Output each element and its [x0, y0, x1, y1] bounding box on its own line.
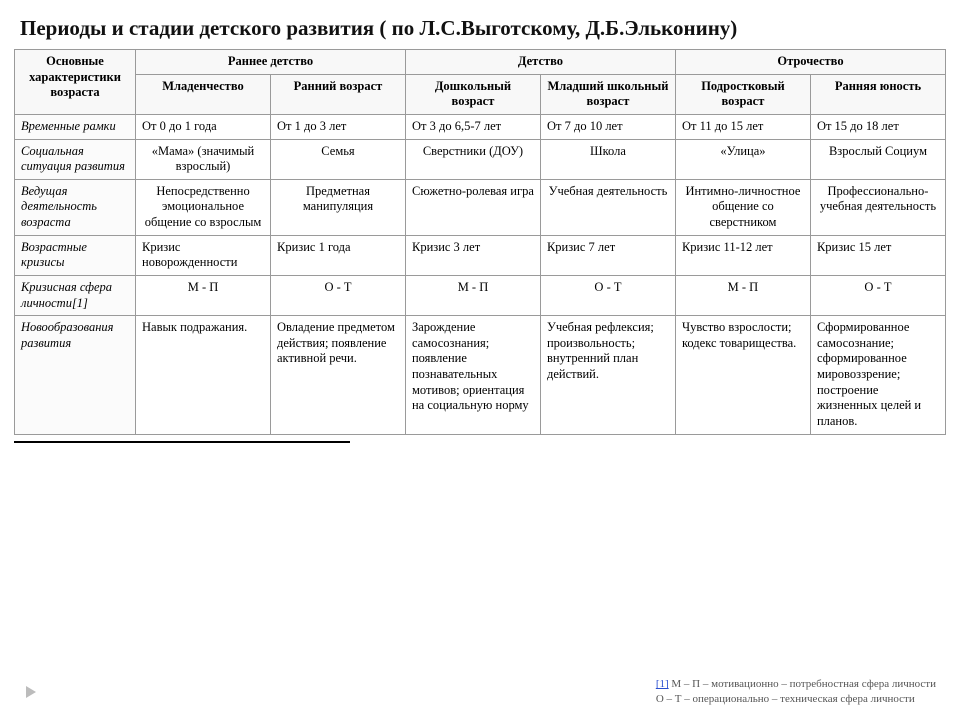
table-cell: Навык подражания.	[136, 316, 271, 434]
development-stages-table: Основные характеристики возраста Раннее …	[14, 49, 946, 435]
table-cell: Взрослый Социум	[810, 139, 945, 179]
header-group-2: Отрочество	[675, 50, 945, 75]
table-cell: Кризис новорожденности	[136, 235, 271, 275]
footnote-link[interactable]: [1]	[656, 678, 669, 690]
header-stage-4: Подростковый возраст	[675, 74, 810, 114]
header-stage-2: Дошкольный возраст	[405, 74, 540, 114]
table-cell: Непосредственно эмоциональное общение со…	[136, 179, 271, 235]
table-cell: От 1 до 3 лет	[271, 114, 406, 139]
table-cell: Предметная манипуляция	[271, 179, 406, 235]
table-cell: От 3 до 6,5-7 лет	[405, 114, 540, 139]
table-cell: Кризис 7 лет	[540, 235, 675, 275]
table-cell: Учебная рефлексия; произвольность; внутр…	[540, 316, 675, 434]
table-cell: М - П	[136, 275, 271, 315]
table-row: Новообразования развитияНавык подражания…	[15, 316, 946, 434]
header-group-1: Детство	[405, 50, 675, 75]
table-cell: Кризис 1 года	[271, 235, 406, 275]
table-cell: Зарождение самосознания; появление позна…	[405, 316, 540, 434]
page-title: Периоды и стадии детского развития ( по …	[20, 16, 946, 41]
row-label: Временные рамки	[15, 114, 136, 139]
footnote-line-1: М – П – мотивационно – потребностная сфе…	[671, 678, 936, 690]
row-label: Кризисная сфера личности[1]	[15, 275, 136, 315]
table-row: Кризисная сфера личности[1]М - ПО - ТМ -…	[15, 275, 946, 315]
table-cell: Кризис 11-12 лет	[675, 235, 810, 275]
table-cell: Сюжетно-ролевая игра	[405, 179, 540, 235]
table-cell: От 0 до 1 года	[136, 114, 271, 139]
table-cell: Учебная деятельность	[540, 179, 675, 235]
divider	[14, 441, 350, 443]
header-stage-5: Ранняя юность	[810, 74, 945, 114]
row-label: Ведущая деятельность возраста	[15, 179, 136, 235]
table-cell: Овладение предметом действия; появление …	[271, 316, 406, 434]
table-row: Возрастные кризисыКризис новорожденности…	[15, 235, 946, 275]
table-cell: «Мама» (значимый взрослый)	[136, 139, 271, 179]
table-row: Социальная ситуация развития«Мама» (знач…	[15, 139, 946, 179]
row-label: Возрастные кризисы	[15, 235, 136, 275]
table-cell: Чувство взрослости; кодекс товарищества.	[675, 316, 810, 434]
table-body: Временные рамкиОт 0 до 1 годаОт 1 до 3 л…	[15, 114, 946, 434]
table-cell: О - Т	[810, 275, 945, 315]
table-cell: О - Т	[540, 275, 675, 315]
table-row: Временные рамкиОт 0 до 1 годаОт 1 до 3 л…	[15, 114, 946, 139]
table-cell: От 11 до 15 лет	[675, 114, 810, 139]
table-cell: Интимно-личностное общение со сверстнико…	[675, 179, 810, 235]
table-cell: Кризис 3 лет	[405, 235, 540, 275]
footnote-line-2: О – Т – операционально – техническая сфе…	[656, 693, 915, 705]
table-cell: Школа	[540, 139, 675, 179]
row-label: Социальная ситуация развития	[15, 139, 136, 179]
table-header-row-stages: Младенчество Ранний возраст Дошкольный в…	[15, 74, 946, 114]
row-label: Новообразования развития	[15, 316, 136, 434]
table-cell: Профессионально-учебная деятельность	[810, 179, 945, 235]
table-cell: «Улица»	[675, 139, 810, 179]
table-cell: От 15 до 18 лет	[810, 114, 945, 139]
slide-marker-icon	[26, 686, 36, 698]
table-cell: Сформированное самосознание; сформирован…	[810, 316, 945, 434]
table-cell: Сверстники (ДОУ)	[405, 139, 540, 179]
table-row: Ведущая деятельность возрастаНепосредств…	[15, 179, 946, 235]
header-group-0: Раннее детство	[136, 50, 406, 75]
header-stage-0: Младенчество	[136, 74, 271, 114]
table-cell: Семья	[271, 139, 406, 179]
table-cell: О - Т	[271, 275, 406, 315]
table-cell: М - П	[675, 275, 810, 315]
table-header-row-groups: Основные характеристики возраста Раннее …	[15, 50, 946, 75]
document-page: Периоды и стадии детского развития ( по …	[0, 0, 960, 720]
table-cell: От 7 до 10 лет	[540, 114, 675, 139]
footnotes: [1] М – П – мотивационно – потребностная…	[656, 677, 936, 706]
header-corner: Основные характеристики возраста	[15, 50, 136, 115]
table-cell: Кризис 15 лет	[810, 235, 945, 275]
header-stage-3: Младший школьный возраст	[540, 74, 675, 114]
header-stage-1: Ранний возраст	[271, 74, 406, 114]
table-cell: М - П	[405, 275, 540, 315]
